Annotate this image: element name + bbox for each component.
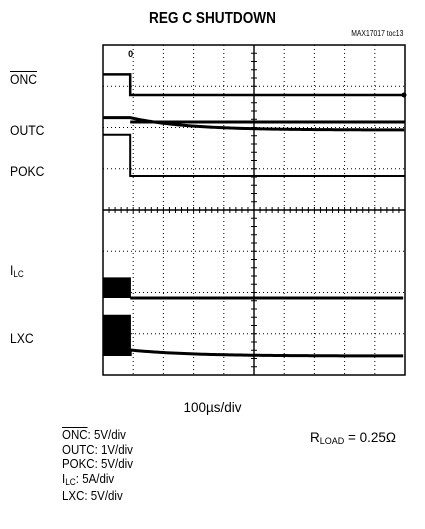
trigger-marker: 0 <box>128 49 133 59</box>
scale-onc: ONC: 5V/div <box>62 428 126 442</box>
trace-ilc <box>103 277 404 300</box>
scale-ilc: ILC: 5A/div <box>62 471 115 487</box>
trace-lxc-line <box>128 348 404 358</box>
scale-outc: OUTC: 1V/div <box>62 442 133 457</box>
trace-outc <box>103 116 405 132</box>
trace-outc-line <box>103 116 405 132</box>
scope-traces: 0 <box>103 49 407 358</box>
part-number: MAX17017 toc13 <box>350 29 403 38</box>
rload-annotation: RLOAD = 0.25Ω <box>310 430 397 446</box>
scale-pokc: POKC: 5V/div <box>62 457 133 472</box>
trace-ilc-band <box>103 277 131 298</box>
chart-title: REG C SHUTDOWN <box>149 10 276 27</box>
trace-label-outc: OUTC <box>10 123 45 138</box>
trace-label-onc: ONC <box>10 72 37 87</box>
trace-lxc-band <box>103 314 131 356</box>
trace-onc-line <box>103 73 405 97</box>
trace-onc <box>103 73 405 97</box>
level-cursor <box>401 92 407 98</box>
scope-grid <box>102 44 406 376</box>
trace-label-ilc: ILC <box>10 263 24 279</box>
trace-label-lxc: LXC <box>10 331 34 346</box>
trace-pokc-line <box>103 133 405 177</box>
timebase-label: 100µs/div <box>183 400 242 415</box>
plot-border <box>102 44 406 376</box>
trace-pokc <box>103 133 405 177</box>
trace-label-pokc: POKC <box>10 164 45 179</box>
trace-lxc <box>103 314 404 358</box>
scale-list: ONC: 5V/div OUTC: 1V/div POKC: 5V/div IL… <box>62 428 133 504</box>
scale-lxc: LXC: 5V/div <box>62 489 123 504</box>
